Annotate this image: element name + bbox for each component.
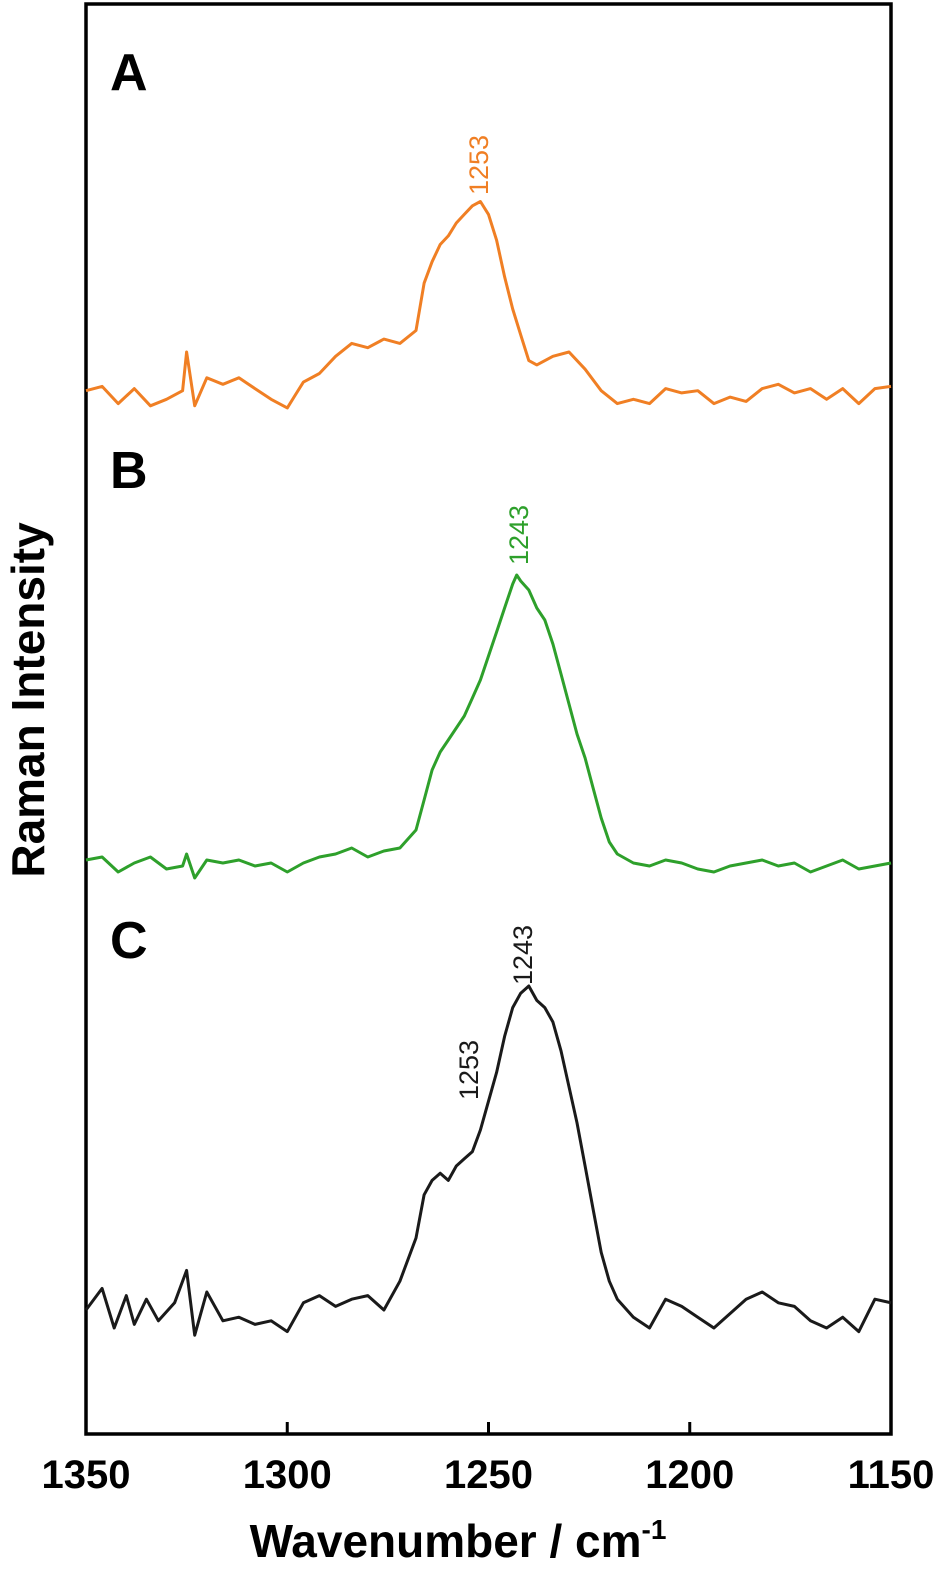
series-layer <box>84 200 892 1337</box>
x-tick-label-1350: 1350 <box>42 1453 131 1497</box>
x-axis-title: Wavenumber / cm-1 <box>250 1514 667 1567</box>
x-axis-title-superscript: -1 <box>642 1514 667 1545</box>
x-axis-title-text: Wavenumber / cm <box>250 1515 642 1567</box>
panel-label-a: A <box>110 44 148 102</box>
x-tick-label-1150: 1150 <box>848 1453 935 1497</box>
x-axis-ticks: 1350 1300 1250 1200 1150 <box>42 1422 935 1497</box>
peak-label-c-1253: 1253 <box>454 1040 484 1100</box>
x-tick-label-1200: 1200 <box>645 1453 734 1497</box>
series-line-a <box>85 200 892 410</box>
series-line-c <box>84 984 892 1337</box>
peak-label-c-1243: 1243 <box>508 925 538 985</box>
peak-label-layer: 1253 1243 1253 1243 <box>454 135 538 1100</box>
peak-label-b-1243: 1243 <box>504 505 534 565</box>
peak-label-a-1253: 1253 <box>464 135 494 195</box>
panel-label-c: C <box>110 912 148 970</box>
series-line-b <box>85 573 892 880</box>
panel-label-layer: A B C <box>110 44 148 970</box>
panel-label-b: B <box>110 442 148 500</box>
y-axis-title: Raman Intensity <box>2 522 54 878</box>
x-tick-label-1250: 1250 <box>444 1453 533 1497</box>
x-tick-label-1300: 1300 <box>243 1453 332 1497</box>
